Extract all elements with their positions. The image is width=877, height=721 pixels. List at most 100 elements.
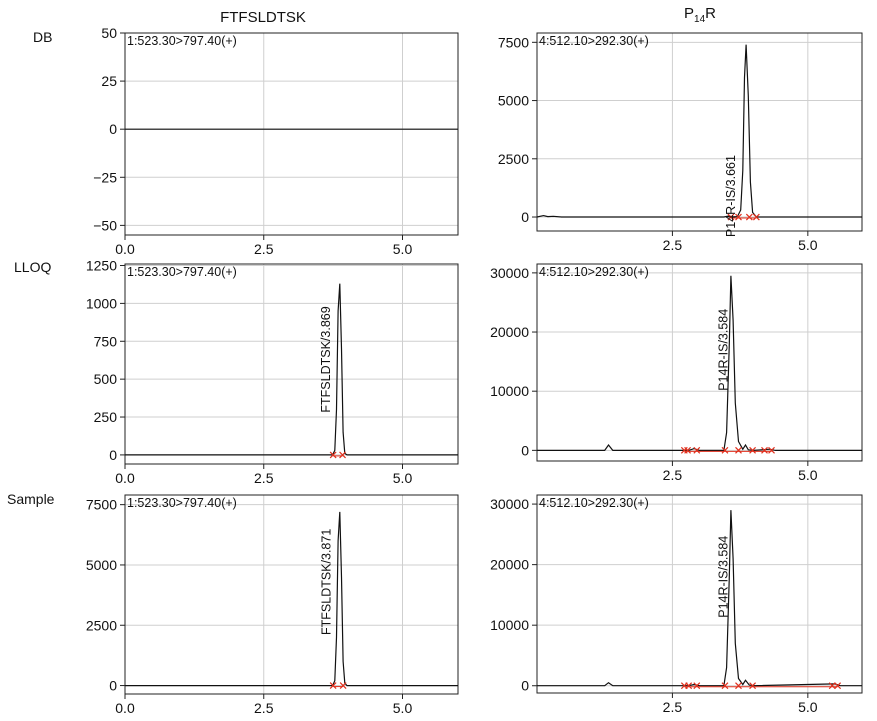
integration-marker	[693, 682, 701, 690]
integration-marker	[727, 213, 735, 221]
channel-label: 1:523.30>797.40(+)	[127, 34, 237, 48]
column-title-p14r-stem: P	[684, 5, 695, 22]
integration-marker	[735, 213, 742, 221]
column-title-ftfsldtsk: FTFSLDTSK	[220, 9, 306, 26]
y-tick-label: 1250	[86, 258, 117, 274]
y-tick-label: 5000	[498, 93, 529, 109]
x-tick-label: 2.5	[254, 470, 274, 486]
y-tick-label: 0	[109, 121, 117, 137]
column-title-p14r-subscript: 14	[694, 14, 706, 25]
x-tick-label: 5.0	[393, 700, 413, 716]
chromatogram-trace	[125, 283, 458, 456]
peak-label: FTFSLDTSK/3.871	[319, 529, 333, 635]
y-tick-label: 10000	[490, 617, 529, 633]
x-tick-label: 5.0	[393, 470, 413, 486]
x-tick-label: 2.5	[663, 467, 683, 483]
column-title-p14r: P14R	[600, 5, 800, 25]
y-tick-label: 0	[521, 442, 529, 458]
peak-label: P14R-IS/3.661	[724, 155, 738, 237]
integration-marker	[721, 446, 729, 454]
y-tick-label: 0	[521, 209, 529, 225]
y-tick-label: −50	[93, 217, 117, 233]
y-tick-label: 10000	[490, 383, 529, 399]
peak-label: FTFSLDTSK/3.869	[319, 306, 333, 412]
plot-frame	[124, 494, 459, 695]
x-tick-label: 5.0	[798, 699, 818, 715]
integration-marker	[834, 682, 842, 690]
chromatogram-trace	[537, 275, 862, 452]
plot-frame	[124, 263, 459, 465]
y-tick-label: 2500	[498, 151, 529, 167]
integration-marker	[693, 446, 701, 454]
channel-label: 1:523.30>797.40(+)	[127, 496, 237, 510]
x-tick-label: 0.0	[115, 700, 135, 716]
y-tick-label: −25	[93, 169, 117, 185]
integration-marker	[752, 213, 760, 221]
x-tick-label: 5.0	[798, 237, 818, 253]
y-tick-label: 500	[94, 371, 118, 387]
peak-label: P14R-IS/3.584	[717, 536, 731, 618]
x-tick-label: 2.5	[254, 241, 274, 257]
y-tick-label: 50	[101, 25, 117, 41]
integration-marker	[329, 451, 337, 459]
y-tick-label: 20000	[490, 324, 529, 340]
integration-marker	[339, 451, 346, 459]
y-tick-label: 1000	[86, 295, 117, 311]
y-tick-label: 25	[101, 73, 117, 89]
chart-panel: 1250 1000 750 500 250 0 0.0 2.5 5.0 1:523.30>797.…	[86, 258, 459, 486]
chromatogram-trace	[536, 44, 862, 218]
integration-marker	[828, 682, 836, 690]
integration-marker	[685, 682, 693, 690]
row-label-sample: Sample	[7, 491, 55, 507]
peak-label: P14R-IS/3.584	[717, 309, 731, 391]
plot-frame	[536, 32, 863, 232]
chart-panel: 7500 5000 2500 0 0.0 2.5 5.0 1:523.30>797.40(+)…	[86, 494, 459, 716]
plot-frame	[536, 494, 863, 694]
integration-marker	[761, 446, 768, 454]
channel-label: 1:523.30>797.40(+)	[127, 265, 237, 279]
x-tick-label: 5.0	[393, 241, 413, 257]
integration-marker	[735, 446, 742, 454]
y-tick-label: 0	[109, 447, 117, 463]
chart-panel: 7500 5000 2500 0 2.5 5.0 4:512.10>292.30(+) P14…	[498, 32, 863, 253]
channel-label: 4:512.10>292.30(+)	[539, 496, 649, 510]
channel-label: 4:512.10>292.30(+)	[539, 34, 649, 48]
y-tick-label: 30000	[490, 265, 529, 281]
y-tick-label: 0	[109, 678, 117, 694]
column-title-p14r-suffix: R	[705, 5, 716, 22]
chromatogram-trace	[537, 510, 862, 687]
integration-marker	[768, 446, 775, 454]
integration-marker	[339, 682, 347, 689]
x-tick-label: 0.0	[115, 470, 135, 486]
y-tick-label: 7500	[498, 34, 529, 50]
y-tick-label: 0	[521, 678, 529, 694]
integration-marker	[749, 682, 757, 690]
integration-marker	[749, 446, 757, 454]
y-tick-label: 20000	[490, 557, 529, 573]
row-label-db: DB	[33, 29, 53, 45]
y-tick-label: 750	[94, 333, 118, 349]
chart-panel: 30000 20000 10000 0 2.5 5.0 4:512.10>292.30(+)…	[490, 263, 863, 483]
y-tick-label: 30000	[490, 496, 529, 512]
integration-marker	[745, 213, 753, 221]
x-tick-label: 2.5	[663, 699, 683, 715]
y-tick-label: 250	[94, 409, 118, 425]
plot-frame	[536, 263, 863, 462]
integration-marker	[684, 446, 692, 454]
integration-marker	[329, 682, 337, 689]
x-tick-label: 2.5	[663, 237, 683, 253]
plot-frame	[124, 32, 459, 236]
x-tick-label: 5.0	[798, 467, 818, 483]
x-tick-label: 0.0	[115, 241, 135, 257]
chart-panel: 30000 20000 10000 0 2.5 5.0 4:512.10>292.30(+)…	[490, 494, 863, 715]
chart-panel: 50 25 0 −25 −50 0.0 2.5 5.0 1:523.30>797.40(+)	[93, 25, 459, 257]
integration-marker	[735, 682, 742, 690]
chromatogram-trace	[125, 511, 458, 687]
y-tick-label: 7500	[86, 497, 117, 513]
channel-label: 4:512.10>292.30(+)	[539, 265, 649, 279]
y-tick-label: 2500	[86, 617, 117, 633]
row-label-lloq: LLOQ	[14, 259, 52, 275]
integration-marker	[721, 682, 729, 690]
y-tick-label: 5000	[86, 557, 117, 573]
